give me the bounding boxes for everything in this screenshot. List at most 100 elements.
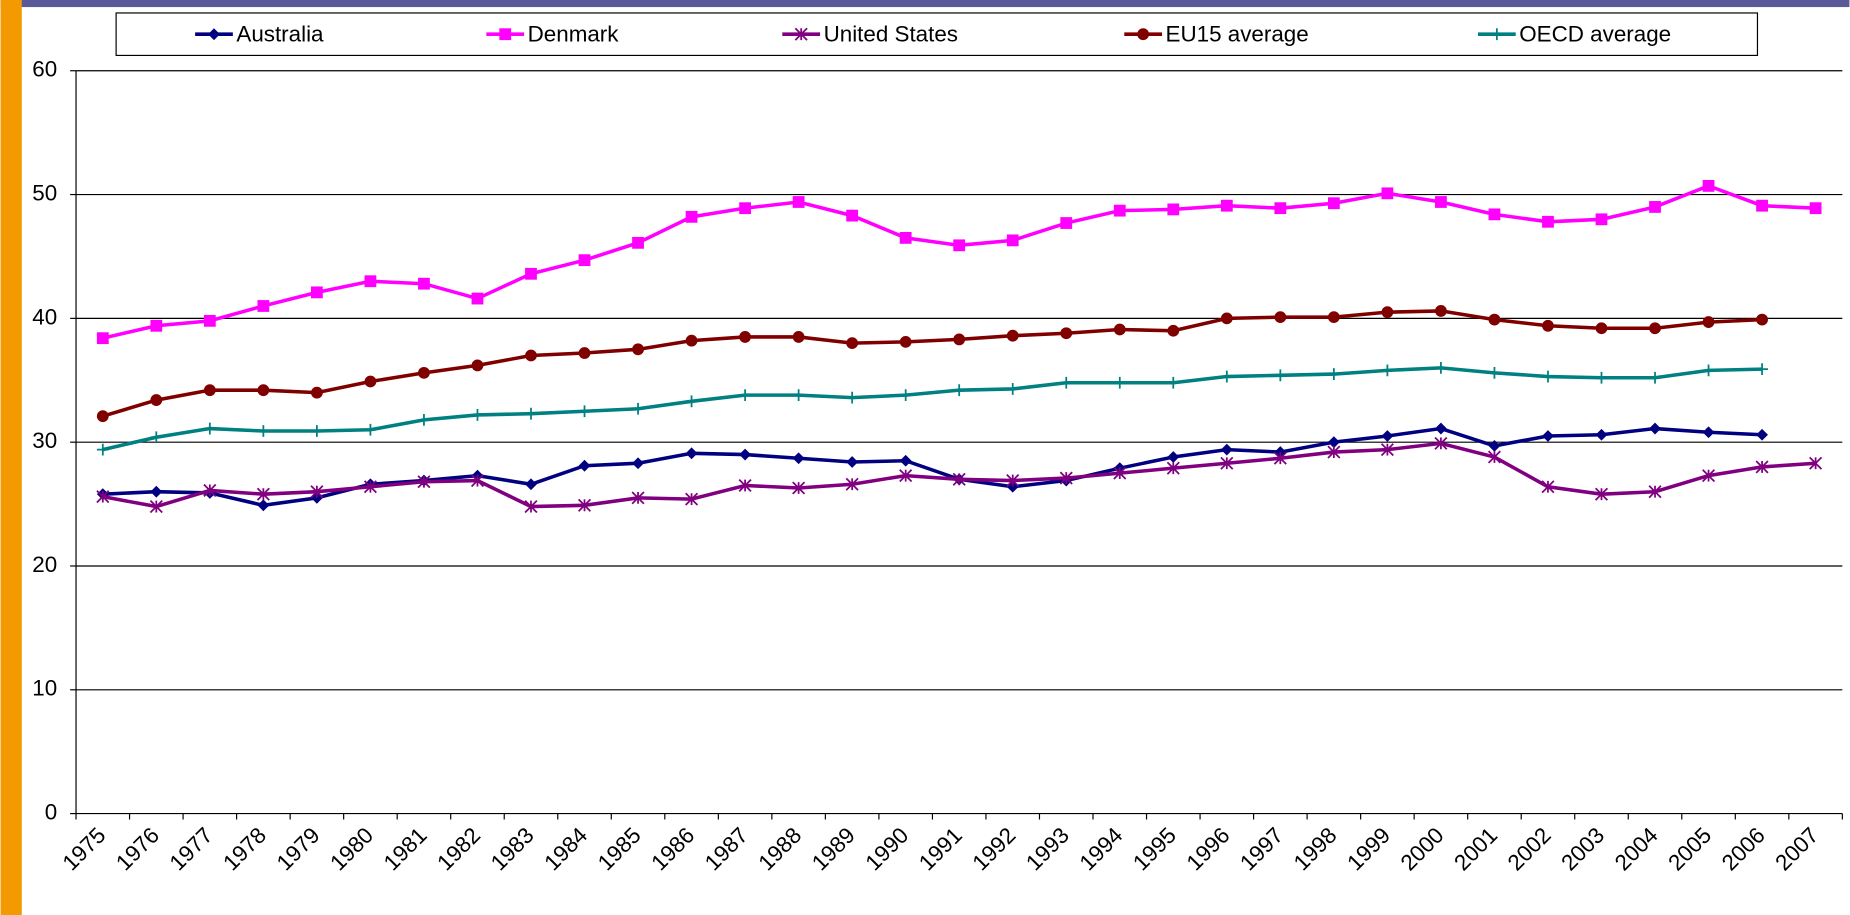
marker — [1648, 485, 1662, 499]
marker — [1113, 323, 1126, 336]
marker — [96, 490, 110, 504]
marker — [257, 499, 270, 512]
marker — [525, 267, 537, 280]
marker — [685, 395, 698, 408]
marker — [1220, 370, 1233, 383]
x-tick-label: 2005 — [1663, 823, 1716, 876]
marker — [1327, 368, 1340, 380]
marker — [525, 478, 537, 491]
marker — [739, 448, 751, 461]
marker — [150, 319, 163, 332]
y-tick-label: 20 — [32, 552, 57, 577]
marker — [738, 478, 752, 493]
marker — [899, 335, 912, 348]
marker — [1137, 28, 1150, 41]
marker — [846, 337, 859, 350]
legend-label: Australia — [236, 21, 324, 46]
marker — [685, 492, 699, 506]
x-tick-label: 1996 — [1182, 823, 1235, 876]
y-tick-label: 50 — [32, 180, 57, 205]
marker — [1435, 196, 1447, 208]
marker — [739, 202, 751, 215]
marker — [845, 477, 859, 491]
marker — [525, 407, 537, 420]
marker — [1756, 313, 1768, 326]
marker — [1220, 443, 1233, 456]
x-tick-label: 2003 — [1556, 823, 1609, 876]
marker — [792, 196, 805, 208]
marker — [1167, 376, 1180, 389]
marker — [203, 483, 217, 497]
x-tick-label: 1990 — [860, 823, 913, 876]
marker — [1542, 319, 1554, 332]
marker — [310, 386, 323, 399]
marker — [1595, 371, 1608, 384]
marker — [1327, 311, 1340, 324]
marker — [1809, 202, 1822, 215]
marker — [150, 431, 163, 444]
x-tick-label: 2007 — [1770, 823, 1823, 876]
marker — [363, 480, 377, 494]
x-tick-label: 2000 — [1396, 823, 1449, 876]
marker — [1006, 234, 1019, 247]
marker — [1113, 204, 1126, 217]
x-tick-label: 1976 — [111, 823, 164, 876]
marker — [578, 459, 591, 472]
marker — [203, 422, 216, 435]
marker — [1435, 305, 1447, 317]
marker — [1649, 371, 1661, 384]
marker — [1756, 428, 1768, 441]
marker — [1273, 451, 1287, 465]
x-tick-label: 2002 — [1503, 823, 1556, 876]
marker — [470, 474, 484, 488]
marker — [525, 349, 537, 362]
marker — [1274, 311, 1287, 324]
marker — [1649, 422, 1661, 435]
marker — [1434, 436, 1448, 450]
marker — [471, 359, 484, 372]
marker — [256, 487, 270, 501]
marker — [499, 28, 512, 41]
legend-label: United States — [824, 21, 958, 46]
marker — [846, 391, 859, 404]
marker — [1488, 366, 1501, 379]
x-tick-label: 1978 — [218, 823, 271, 876]
marker — [150, 485, 163, 498]
marker — [417, 475, 431, 489]
marker — [1006, 383, 1019, 395]
marker — [792, 481, 806, 495]
marker — [149, 500, 163, 514]
marker — [952, 472, 966, 486]
marker — [685, 334, 698, 347]
marker — [899, 389, 912, 402]
x-tick-label: 1993 — [1021, 823, 1074, 876]
marker — [846, 456, 859, 468]
marker — [1488, 208, 1501, 221]
marker — [1488, 313, 1501, 326]
marker — [1435, 422, 1447, 435]
marker — [1381, 306, 1394, 319]
x-tick-label: 1977 — [165, 823, 218, 876]
marker — [418, 277, 430, 290]
marker — [364, 375, 377, 388]
y-tick-label: 30 — [32, 428, 57, 453]
marker — [310, 286, 323, 299]
marker — [1435, 361, 1447, 374]
marker — [632, 343, 644, 356]
x-tick-label: 1984 — [539, 823, 592, 876]
x-tick-label: 1997 — [1235, 823, 1288, 876]
marker — [1594, 487, 1609, 501]
marker — [96, 332, 109, 345]
marker — [1274, 369, 1287, 382]
marker — [1113, 466, 1127, 480]
marker — [1381, 364, 1394, 377]
y-tick-label: 0 — [45, 800, 57, 825]
marker — [1595, 428, 1608, 441]
x-tick-label: 1986 — [646, 823, 699, 876]
marker — [471, 409, 484, 421]
x-tick-label: 1981 — [379, 823, 432, 876]
marker — [1809, 456, 1823, 470]
x-tick-label: 1975 — [58, 823, 111, 876]
x-tick-label: 1989 — [807, 823, 860, 876]
marker — [1542, 215, 1554, 228]
